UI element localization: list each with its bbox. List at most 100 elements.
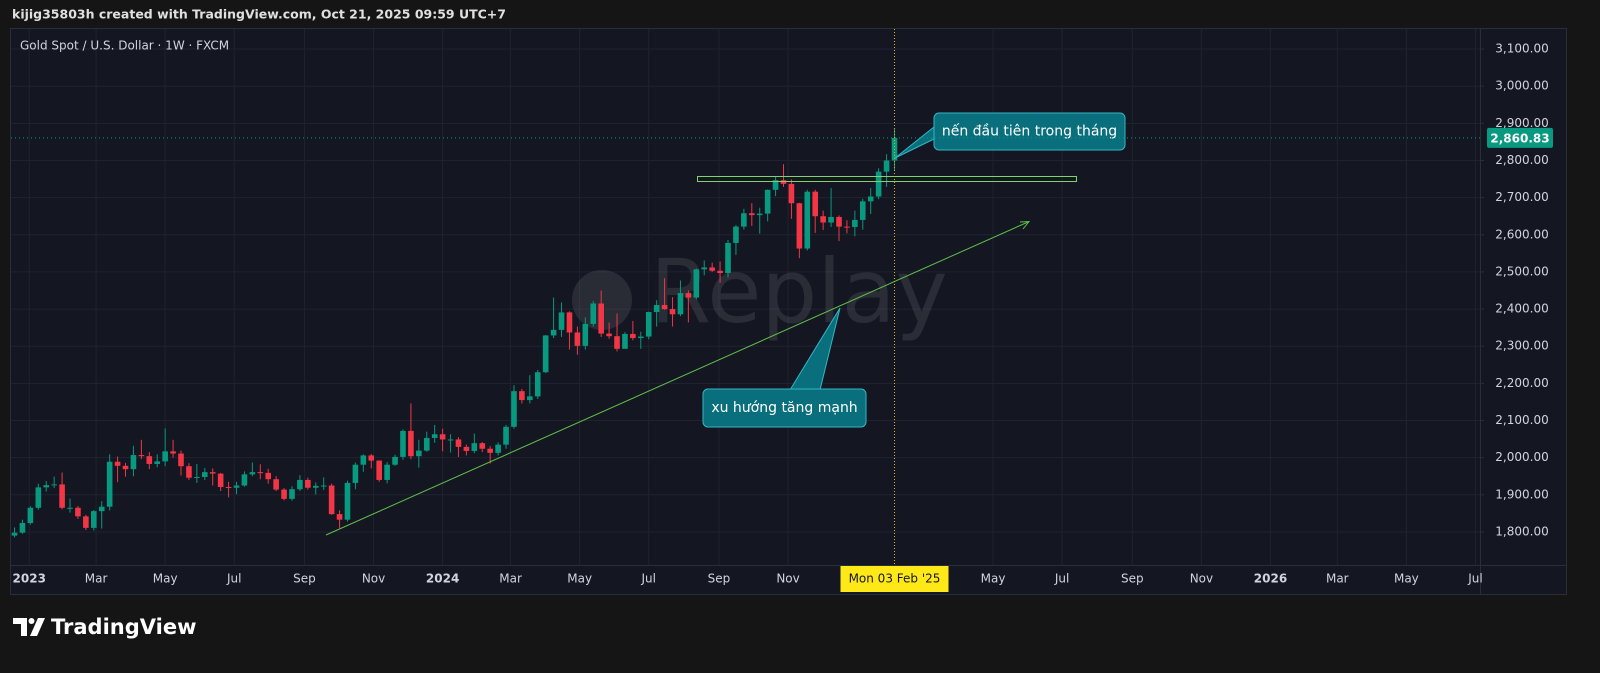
candle-body bbox=[717, 270, 723, 274]
y-tick-label: 2,500.00 bbox=[1495, 264, 1548, 278]
candle-body bbox=[257, 472, 264, 474]
candle-body bbox=[98, 506, 105, 512]
candle-body bbox=[27, 507, 34, 524]
candle-body bbox=[780, 180, 787, 184]
candle-body bbox=[328, 485, 335, 515]
y-tick-label: 2,700.00 bbox=[1495, 190, 1548, 204]
candle-body bbox=[265, 472, 272, 480]
candle-body bbox=[91, 511, 97, 528]
candle-body bbox=[281, 489, 287, 499]
candle-body bbox=[883, 160, 890, 172]
candle-body bbox=[384, 464, 390, 480]
candle-body bbox=[138, 455, 145, 457]
overlay: 1,800.00 1,900.00 2,000.00 2,100.00 2,200.00… bbox=[11, 29, 1553, 592]
x-tick-label: Jul bbox=[226, 572, 241, 586]
candle-body bbox=[582, 323, 589, 346]
candle-body bbox=[368, 455, 375, 461]
resistance-box bbox=[697, 176, 1077, 182]
candle-body bbox=[852, 219, 858, 227]
candle-body bbox=[336, 514, 343, 520]
candle-body bbox=[820, 216, 826, 223]
candle-body bbox=[170, 451, 176, 454]
candle-body bbox=[487, 448, 493, 453]
y-tick-label: 2,600.00 bbox=[1495, 227, 1548, 241]
candle-body bbox=[590, 303, 597, 324]
candle-body bbox=[859, 201, 866, 220]
candle-body bbox=[352, 464, 359, 483]
x-tick-label: Jul bbox=[640, 572, 655, 586]
candle-body bbox=[796, 203, 803, 249]
callout-box bbox=[933, 112, 1126, 151]
candle-body bbox=[471, 443, 478, 451]
x-tick-label: May bbox=[1394, 572, 1419, 586]
candle-body bbox=[75, 507, 81, 517]
candle-body bbox=[416, 450, 422, 457]
candle-body bbox=[701, 267, 708, 270]
x-tick-label: May bbox=[153, 572, 178, 586]
y-tick-label: 2,100.00 bbox=[1495, 413, 1548, 427]
candle-body bbox=[725, 242, 731, 274]
candle-body bbox=[431, 434, 438, 438]
candle-body bbox=[534, 372, 541, 397]
x-tick-label: 2026 bbox=[1254, 572, 1287, 586]
candle-body bbox=[606, 333, 612, 337]
candle-body bbox=[209, 472, 216, 474]
y-tick-label: 3,000.00 bbox=[1495, 79, 1548, 93]
candle-body bbox=[677, 293, 684, 315]
watermark-text: Replay bbox=[650, 240, 948, 343]
candle-body bbox=[122, 465, 129, 470]
candle-body bbox=[360, 455, 367, 465]
candle-body bbox=[804, 191, 811, 249]
x-tick-label: 2023 bbox=[13, 572, 46, 586]
candle-body bbox=[709, 267, 715, 271]
candle-body bbox=[455, 439, 462, 447]
logo-text: TradingView bbox=[51, 615, 196, 639]
candle-body bbox=[733, 226, 739, 243]
candle-body bbox=[875, 171, 882, 197]
candle-body bbox=[653, 304, 660, 313]
candle-body bbox=[741, 213, 747, 227]
candle-body bbox=[788, 183, 795, 204]
candle-body bbox=[312, 485, 319, 488]
candle-body bbox=[693, 269, 700, 298]
candle-body bbox=[638, 336, 644, 339]
candle-body bbox=[844, 226, 850, 228]
x-tick-label: May bbox=[981, 572, 1006, 586]
candle-body bbox=[392, 456, 398, 465]
candle-body bbox=[376, 460, 382, 480]
callout-text: nến đầu tiên trong tháng bbox=[942, 123, 1117, 140]
candle-body bbox=[43, 485, 50, 488]
candle-body bbox=[320, 485, 327, 487]
x-tick-label: Nov bbox=[1190, 572, 1213, 586]
candle-body bbox=[11, 532, 18, 536]
candle-body bbox=[233, 485, 240, 488]
logo-dot bbox=[28, 618, 35, 624]
y-tick-label: 1,800.00 bbox=[1495, 524, 1548, 538]
x-tick-label: Mar bbox=[85, 572, 108, 586]
x-tick-label: Nov bbox=[362, 572, 385, 586]
candle-body bbox=[669, 309, 676, 315]
x-tick-label: Jul bbox=[1467, 572, 1482, 586]
y-tick-label: 2,400.00 bbox=[1495, 302, 1548, 316]
candle-body bbox=[764, 189, 771, 214]
symbol-title: Gold Spot / U.S. Dollar · 1W · FXCM bbox=[20, 39, 229, 53]
candle-body bbox=[566, 312, 573, 333]
candle-body bbox=[558, 312, 565, 330]
last-price-label: 2,860.83 bbox=[1490, 131, 1549, 145]
candle-body bbox=[645, 312, 652, 337]
y-tick-label: 3,100.00 bbox=[1495, 42, 1548, 56]
candle-body bbox=[19, 523, 26, 533]
candle-body bbox=[511, 391, 517, 427]
candle-body bbox=[622, 333, 628, 349]
candle-body bbox=[130, 455, 137, 470]
candle-body bbox=[463, 446, 470, 451]
x-tick-label: Mar bbox=[1326, 572, 1349, 586]
grid bbox=[11, 29, 1480, 565]
candle-body bbox=[59, 484, 65, 508]
trend-line bbox=[325, 221, 1029, 536]
candle-body bbox=[423, 437, 430, 451]
x-tick-label: Sep bbox=[708, 572, 731, 586]
candle-body bbox=[273, 479, 279, 490]
candle-body bbox=[503, 426, 509, 445]
